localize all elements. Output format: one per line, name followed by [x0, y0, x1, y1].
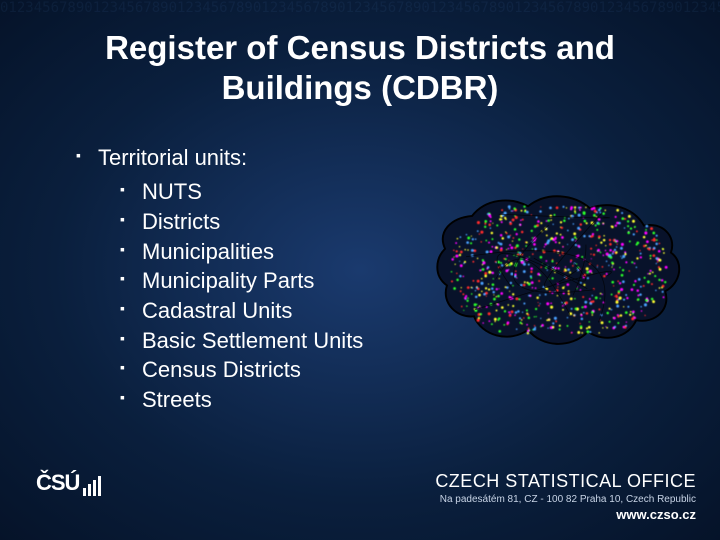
- list-item: NUTS: [120, 177, 363, 207]
- list-item: Streets: [120, 385, 363, 415]
- org-name: CZECH STATISTICAL OFFICE: [435, 471, 696, 492]
- logo-bars-icon: [83, 476, 101, 496]
- footer: CZECH STATISTICAL OFFICE Na padesátém 81…: [435, 471, 696, 522]
- czech-map-icon: [418, 170, 698, 370]
- org-url: www.czso.cz: [435, 507, 696, 522]
- list-item: Cadastral Units: [120, 296, 363, 326]
- list-item: Municipalities: [120, 237, 363, 267]
- map-figure: [418, 170, 698, 370]
- bullet-list: Territorial units: NUTSDistrictsMunicipa…: [40, 145, 363, 415]
- list-item: Census Districts: [120, 355, 363, 385]
- slide-container: Register of Census Districts and Buildin…: [0, 0, 720, 540]
- slide-title: Register of Census Districts and Buildin…: [40, 28, 680, 107]
- org-address: Na padesátém 81, CZ - 100 82 Praha 10, C…: [435, 494, 696, 505]
- csu-logo: ČSÚ: [36, 470, 101, 496]
- list-item: Districts: [120, 207, 363, 237]
- list-item: Basic Settlement Units: [120, 326, 363, 356]
- list-item: Municipality Parts: [120, 266, 363, 296]
- logo-text: ČSÚ: [36, 470, 79, 496]
- list-heading: Territorial units:: [76, 145, 363, 171]
- sub-list: NUTSDistrictsMunicipalitiesMunicipality …: [76, 177, 363, 415]
